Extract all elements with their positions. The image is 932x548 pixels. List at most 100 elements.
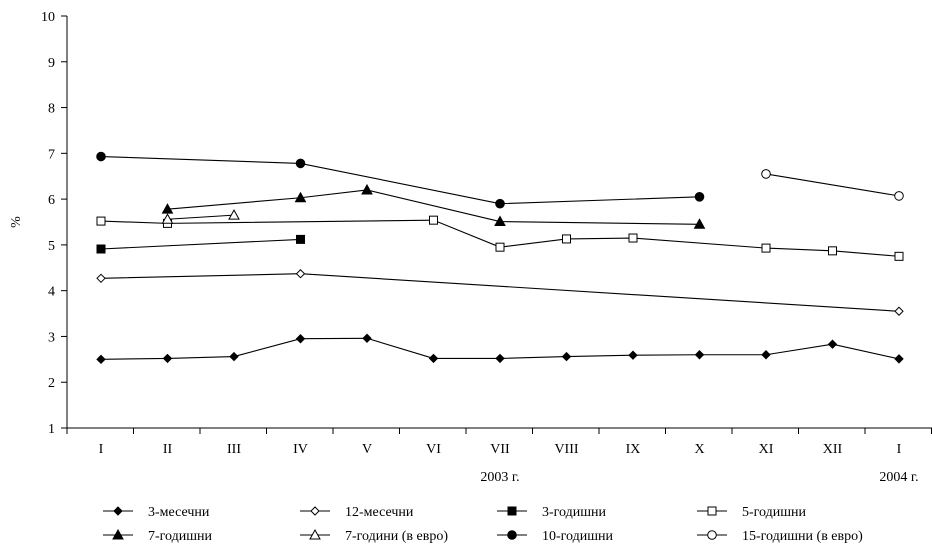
data-point <box>894 251 904 261</box>
legend-marker <box>707 506 717 516</box>
y-tick-label: 9 <box>48 56 55 71</box>
x-tick-label: XII <box>823 442 843 457</box>
data-point <box>361 183 373 195</box>
series-5 <box>161 183 706 229</box>
legend-marker <box>507 530 517 540</box>
data-point <box>96 354 106 365</box>
legend-label: 7-годишни <box>148 529 213 544</box>
data-point <box>761 169 771 179</box>
data-point <box>495 242 505 252</box>
y-tick-label: 10 <box>41 10 55 25</box>
x-tick-label: VII <box>490 442 510 457</box>
legend-item: 3-годишни <box>497 505 607 520</box>
data-point <box>693 218 706 229</box>
series-8 <box>761 169 904 201</box>
legend-item: 3-месечни <box>103 505 210 520</box>
data-point <box>294 191 307 203</box>
data-point <box>761 350 771 360</box>
legend-item: 7-годишни <box>103 528 213 544</box>
legend-label: 15-годишни (в евро) <box>742 529 863 544</box>
data-point <box>228 209 240 220</box>
series-6 <box>161 209 240 224</box>
series-7 <box>96 151 705 209</box>
data-point <box>894 191 904 201</box>
data-point <box>761 243 771 253</box>
x-tick-label: II <box>163 442 173 457</box>
year-label: 2003 г. <box>480 470 519 485</box>
legend-item: 10-годишни <box>497 529 614 544</box>
data-point <box>161 203 174 214</box>
data-point <box>362 333 372 343</box>
y-tick-label: 5 <box>48 239 55 254</box>
y-tick-label: 3 <box>48 330 55 345</box>
x-tick-label: IV <box>293 442 308 457</box>
series-4 <box>96 215 904 261</box>
y-tick-label: 2 <box>48 376 55 391</box>
legend-label: 10-годишни <box>542 529 614 544</box>
y-tick-label: 8 <box>48 102 55 117</box>
legend: 3-месечни 12-месечни 3-годишни 5-годишни 7-г… <box>103 505 863 544</box>
series-1 <box>96 333 904 365</box>
y-axis-title: % <box>9 216 24 228</box>
data-point <box>161 213 174 224</box>
legend-label: 7-години (в евро) <box>345 529 448 544</box>
legend-item: 5-годишни <box>697 505 807 520</box>
legend-marker <box>309 528 321 540</box>
series-line <box>765 173 900 197</box>
data-point <box>296 234 305 244</box>
x-tick-label: I <box>99 442 104 457</box>
legend-marker <box>707 530 717 540</box>
series-layer <box>96 151 904 365</box>
data-point <box>694 350 705 360</box>
legend-item: 15-годишни (в евро) <box>697 529 863 544</box>
data-point <box>295 158 306 169</box>
data-point <box>295 269 306 279</box>
data-point <box>561 351 572 362</box>
y-tick-label: 4 <box>48 285 55 300</box>
legend-marker <box>507 506 517 516</box>
data-point <box>96 273 106 284</box>
legend-label: 12-месечни <box>345 505 414 520</box>
x-tick-label: VI <box>426 442 441 457</box>
y-tick-label: 6 <box>48 193 55 208</box>
series-line <box>100 155 700 205</box>
data-point <box>429 215 438 225</box>
data-point <box>562 234 571 244</box>
legend-label: 5-годишни <box>742 505 807 520</box>
y-tick-label: 7 <box>48 147 55 162</box>
y-tick-label: 1 <box>48 422 55 437</box>
data-point <box>96 244 106 254</box>
data-point <box>229 351 239 362</box>
series-3 <box>96 234 305 254</box>
legend-label: 3-годишни <box>542 505 607 520</box>
data-point <box>694 192 705 202</box>
data-point <box>162 353 173 364</box>
data-point <box>495 198 505 209</box>
x-tick-label: XI <box>759 442 774 457</box>
data-point <box>828 246 837 256</box>
legend-item: 12-месечни <box>300 505 414 520</box>
series-line <box>167 214 235 220</box>
x-tick-label: X <box>694 442 704 457</box>
legend-item: 7-години (в евро) <box>300 528 448 544</box>
x-tick-label: III <box>227 442 241 457</box>
legend-marker <box>112 528 124 540</box>
data-point <box>827 339 838 349</box>
data-point <box>428 353 439 364</box>
x-tick-label: IX <box>626 442 641 457</box>
data-point <box>96 151 106 162</box>
data-point <box>96 216 106 226</box>
data-point <box>894 354 904 364</box>
data-point <box>894 306 904 316</box>
x-tick-label: I <box>897 442 902 457</box>
legend-marker <box>113 506 123 516</box>
data-point <box>628 233 638 243</box>
data-point <box>628 350 638 360</box>
year-label: 2004 г. <box>879 470 918 485</box>
x-tick-label: V <box>362 442 372 457</box>
series-line <box>100 273 900 312</box>
data-point <box>494 215 506 227</box>
legend-marker <box>310 506 320 516</box>
